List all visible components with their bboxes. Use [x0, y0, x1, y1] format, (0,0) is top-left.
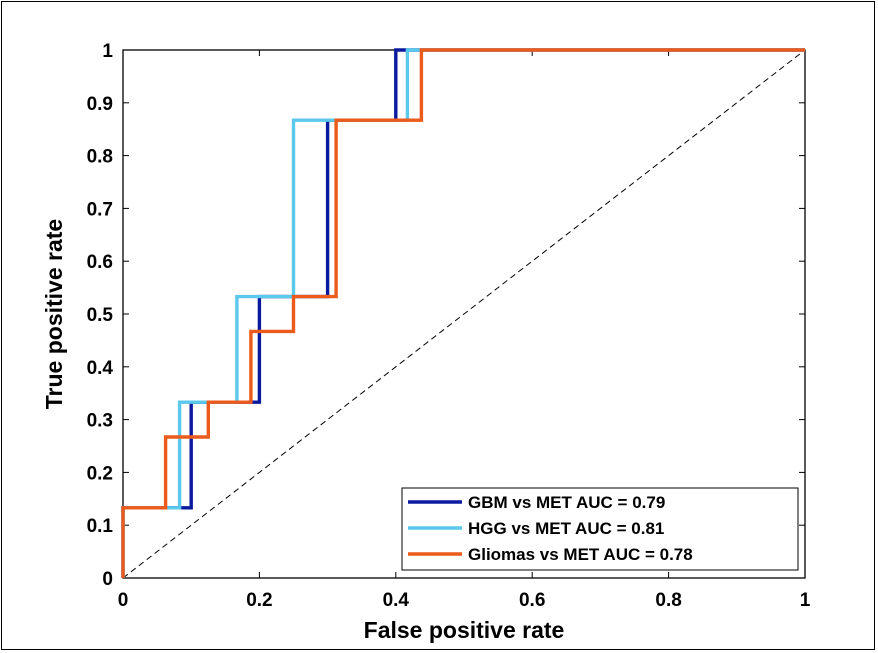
- legend-label: Gliomas vs MET AUC = 0.78: [468, 545, 693, 564]
- roc-curves: [121, 48, 805, 578]
- legend-label: HGG vs MET AUC = 0.81: [468, 519, 664, 538]
- y-tick-label: 0.1: [87, 516, 114, 537]
- y-tick-label: 0.2: [87, 463, 113, 484]
- x-tick-label: 0: [118, 590, 129, 611]
- x-axis-label: False positive rate: [364, 617, 565, 643]
- legend: GBM vs MET AUC = 0.79 HGG vs MET AUC = 0.…: [401, 487, 799, 571]
- y-tick-label: 1: [102, 41, 113, 62]
- y-tick-label: 0.8: [87, 147, 113, 168]
- legend-box: [401, 487, 799, 571]
- y-tick-label: 0.6: [87, 252, 113, 273]
- roc-curve-series-3: [121, 48, 805, 578]
- y-tick-labels: 0 0.1 0.2 0.3 0.4 0.5 0.6 0.7 0.8 0.9 1: [87, 41, 114, 590]
- x-tick-label: 0.6: [519, 590, 545, 611]
- x-tick-label: 0.8: [655, 590, 681, 611]
- y-tick-label: 0.9: [87, 94, 113, 115]
- y-tick-label: 0.5: [87, 305, 114, 326]
- y-tick-label: 0: [102, 569, 113, 590]
- x-tick-label: 0.2: [246, 590, 272, 611]
- legend-label: GBM vs MET AUC = 0.79: [468, 493, 665, 512]
- x-tick-labels: 0 0.2 0.4 0.6 0.8 1: [118, 590, 811, 611]
- x-tick-label: 0.4: [383, 590, 410, 611]
- y-tick-label: 0.7: [87, 199, 113, 220]
- chance-diagonal-line: [122, 49, 806, 579]
- x-tick-label: 1: [800, 590, 811, 611]
- y-tick-label: 0.3: [87, 411, 113, 432]
- y-tick-label: 0.4: [87, 358, 114, 379]
- y-axis-label: True positive rate: [41, 219, 67, 409]
